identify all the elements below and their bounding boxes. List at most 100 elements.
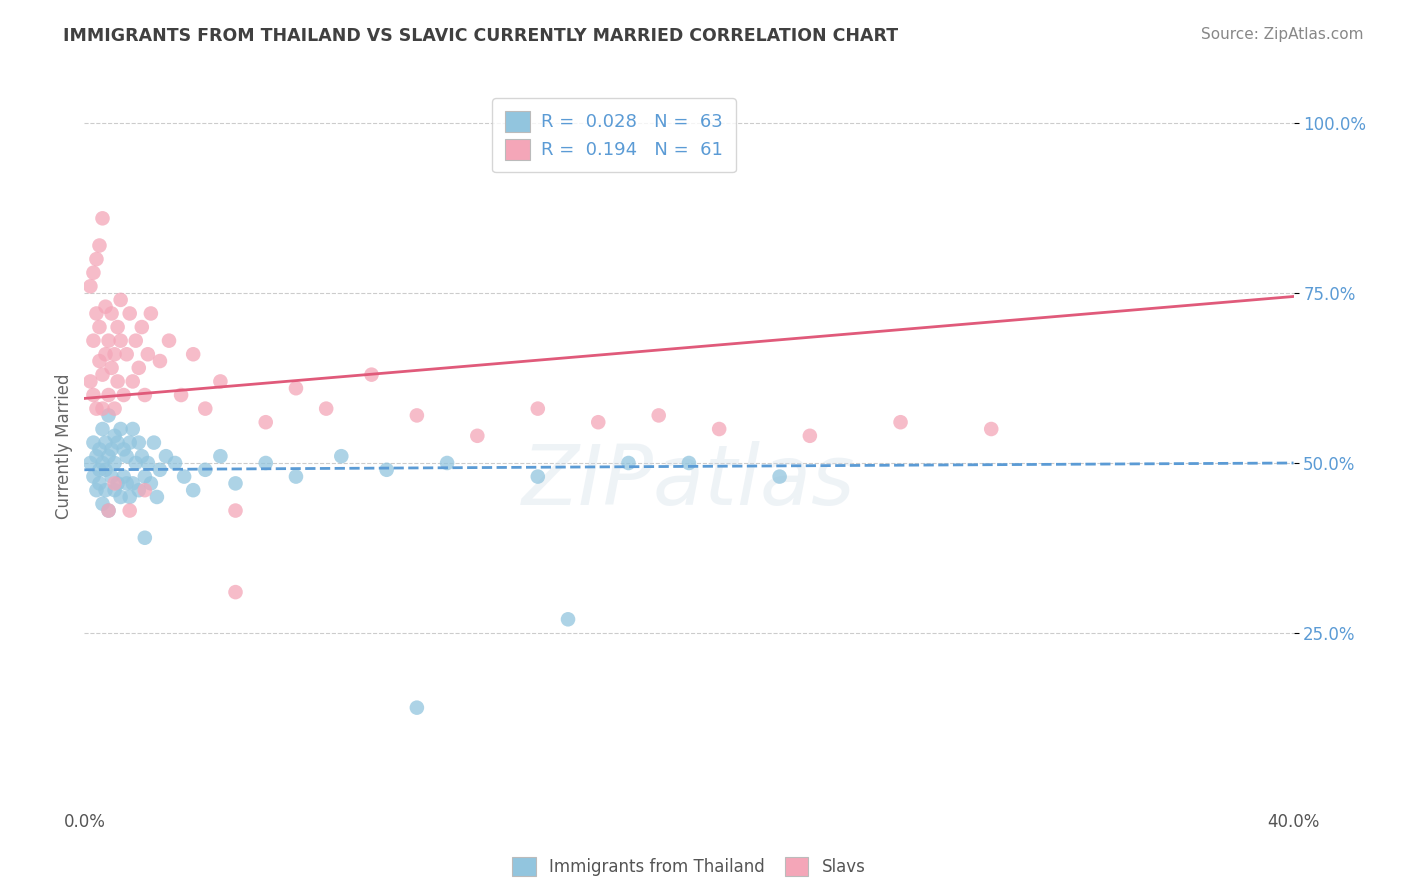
- Point: [100, 360, 122, 375]
- Point: [285, 469, 308, 483]
- Point: [225, 585, 247, 599]
- Point: [118, 306, 141, 320]
- Point: [91, 211, 114, 226]
- Point: [254, 456, 277, 470]
- Point: [104, 483, 127, 498]
- Point: [157, 334, 180, 348]
- Point: [91, 456, 114, 470]
- Point: [128, 435, 150, 450]
- Point: [118, 503, 141, 517]
- Point: [79, 456, 101, 470]
- Point: [678, 456, 700, 470]
- Point: [82, 388, 104, 402]
- Point: [890, 415, 912, 429]
- Point: [527, 469, 550, 483]
- Point: [79, 279, 101, 293]
- Point: [89, 238, 111, 252]
- Point: [86, 401, 108, 416]
- Point: [254, 415, 277, 429]
- Point: [181, 347, 204, 361]
- Point: [128, 483, 150, 498]
- Point: [100, 306, 122, 320]
- Point: [194, 463, 217, 477]
- Point: [121, 476, 143, 491]
- Point: [100, 442, 122, 457]
- Point: [97, 503, 120, 517]
- Point: [134, 531, 156, 545]
- Point: [225, 476, 247, 491]
- Legend: Immigrants from Thailand, Slavs: Immigrants from Thailand, Slavs: [506, 850, 872, 883]
- Point: [91, 368, 114, 382]
- Point: [89, 476, 111, 491]
- Point: [375, 463, 398, 477]
- Point: [104, 347, 127, 361]
- Point: [107, 320, 129, 334]
- Text: Source: ZipAtlas.com: Source: ZipAtlas.com: [1201, 27, 1364, 42]
- Point: [617, 456, 640, 470]
- Point: [86, 483, 108, 498]
- Point: [104, 401, 127, 416]
- Point: [139, 306, 162, 320]
- Point: [94, 463, 117, 477]
- Point: [155, 449, 177, 463]
- Point: [527, 401, 550, 416]
- Point: [209, 375, 232, 389]
- Point: [112, 469, 135, 483]
- Point: [121, 422, 143, 436]
- Point: [131, 320, 153, 334]
- Point: [104, 476, 127, 491]
- Point: [82, 334, 104, 348]
- Point: [112, 388, 135, 402]
- Point: [107, 435, 129, 450]
- Point: [86, 252, 108, 266]
- Point: [467, 429, 489, 443]
- Point: [436, 456, 458, 470]
- Point: [285, 381, 308, 395]
- Point: [91, 497, 114, 511]
- Point: [360, 368, 382, 382]
- Point: [97, 503, 120, 517]
- Point: [165, 456, 187, 470]
- Point: [94, 347, 117, 361]
- Point: [406, 409, 429, 423]
- Point: [97, 409, 120, 423]
- Point: [225, 503, 247, 517]
- Point: [97, 449, 120, 463]
- Point: [79, 375, 101, 389]
- Point: [89, 320, 111, 334]
- Point: [149, 354, 172, 368]
- Point: [709, 422, 731, 436]
- Point: [94, 435, 117, 450]
- Point: [86, 449, 108, 463]
- Point: [557, 612, 579, 626]
- Point: [170, 388, 193, 402]
- Point: [89, 463, 111, 477]
- Point: [142, 435, 165, 450]
- Point: [115, 476, 138, 491]
- Text: IMMIGRANTS FROM THAILAND VS SLAVIC CURRENTLY MARRIED CORRELATION CHART: IMMIGRANTS FROM THAILAND VS SLAVIC CURRE…: [63, 27, 898, 45]
- Point: [107, 476, 129, 491]
- Point: [588, 415, 610, 429]
- Point: [97, 388, 120, 402]
- Point: [134, 388, 156, 402]
- Point: [91, 401, 114, 416]
- Point: [94, 483, 117, 498]
- Point: [115, 449, 138, 463]
- Point: [89, 442, 111, 457]
- Point: [128, 360, 150, 375]
- Point: [125, 334, 148, 348]
- Point: [134, 469, 156, 483]
- Point: [149, 463, 172, 477]
- Point: [107, 375, 129, 389]
- Point: [134, 483, 156, 498]
- Point: [181, 483, 204, 498]
- Point: [125, 456, 148, 470]
- Point: [97, 334, 120, 348]
- Point: [330, 449, 353, 463]
- Point: [104, 429, 127, 443]
- Point: [110, 422, 132, 436]
- Point: [406, 700, 429, 714]
- Point: [315, 401, 337, 416]
- Point: [91, 422, 114, 436]
- Point: [110, 334, 132, 348]
